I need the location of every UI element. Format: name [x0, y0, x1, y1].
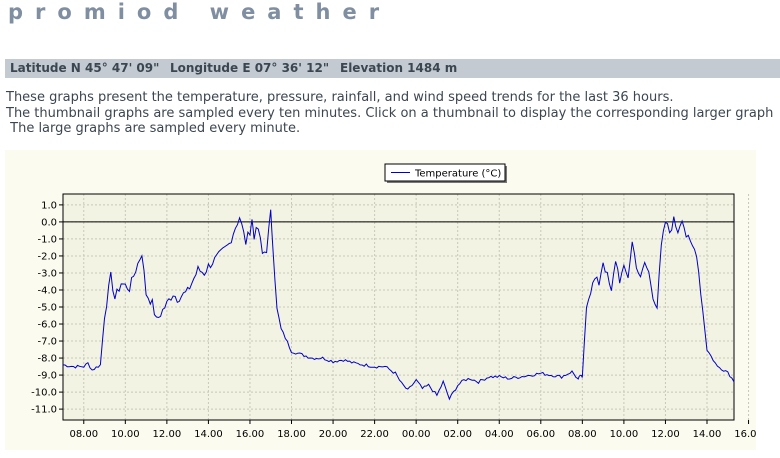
x-tick-label: 04.00	[485, 429, 514, 440]
chart-svg: 1.0 0.0 -1.0 -2.0 -3.0 -4.0 -5.0 -6.0 -7.0 -8.0 -9…	[31, 163, 780, 440]
y-tick-label: -7.0	[37, 337, 57, 348]
y-tick-label: -5.0	[37, 303, 57, 314]
x-tick-label: 10.00	[610, 429, 639, 440]
temperature-series-line	[62, 209, 735, 401]
longitude-label: Longitude E 07° 36' 12"	[170, 61, 330, 75]
description-line: The thumbnail graphs are sampled every t…	[6, 105, 774, 121]
y-tick-label: -11.0	[31, 405, 57, 416]
x-tick-label: 16.00	[734, 429, 756, 440]
y-tick-label: -6.0	[37, 320, 57, 331]
x-tick-label: 06.00	[526, 429, 555, 440]
y-tick-label: -9.0	[37, 371, 57, 382]
description-line: The large graphs are sampled every minut…	[6, 121, 301, 136]
y-tick-label: -10.0	[31, 388, 57, 399]
x-tick-label: 20.00	[319, 429, 348, 440]
y-tick-label: 0.0	[41, 217, 57, 228]
y-tick-label: -4.0	[37, 285, 57, 296]
description-line: These graphs present the temperature, pr…	[6, 90, 674, 105]
y-tick-label: -8.0	[37, 354, 57, 365]
x-tick-label: 18.00	[277, 429, 306, 440]
y-tick-label: -1.0	[37, 234, 57, 245]
legend-label: Temperature (°C)	[414, 169, 501, 180]
x-tick-label: 14.00	[194, 429, 223, 440]
x-tick-label: 12.00	[651, 429, 680, 440]
description: These graphs present the temperature, pr…	[6, 90, 773, 137]
x-tick-label: 16.00	[236, 429, 265, 440]
latitude-label: Latitude N 45° 47' 09"	[10, 61, 160, 75]
temperature-chart[interactable]: 1.0 0.0 -1.0 -2.0 -3.0 -4.0 -5.0 -6.0 -7.0 -8.0 -9…	[5, 150, 780, 450]
y-tick-label: 1.0	[41, 200, 57, 211]
x-tick-label: 10.00	[111, 429, 140, 440]
legend-box	[384, 163, 506, 182]
y-tick-label: -3.0	[37, 268, 57, 279]
x-tick-label: 12.00	[153, 429, 182, 440]
x-tick-label: 22.00	[360, 429, 389, 440]
x-tick-label: 02.00	[443, 429, 472, 440]
y-tick-label: -2.0	[37, 251, 57, 262]
elevation-label: Elevation 1484 m	[340, 61, 458, 75]
x-tick-label: 08.00	[69, 429, 98, 440]
x-tick-label: 00.00	[402, 429, 431, 440]
x-tick-label: 14.00	[693, 429, 722, 440]
plot-frame	[62, 193, 735, 421]
page-title: promiod weather	[8, 0, 392, 24]
x-tick-label: 08.00	[568, 429, 597, 440]
plot-area	[63, 194, 734, 420]
location-bar: Latitude N 45° 47' 09" Longitude E 07° 3…	[5, 59, 780, 78]
